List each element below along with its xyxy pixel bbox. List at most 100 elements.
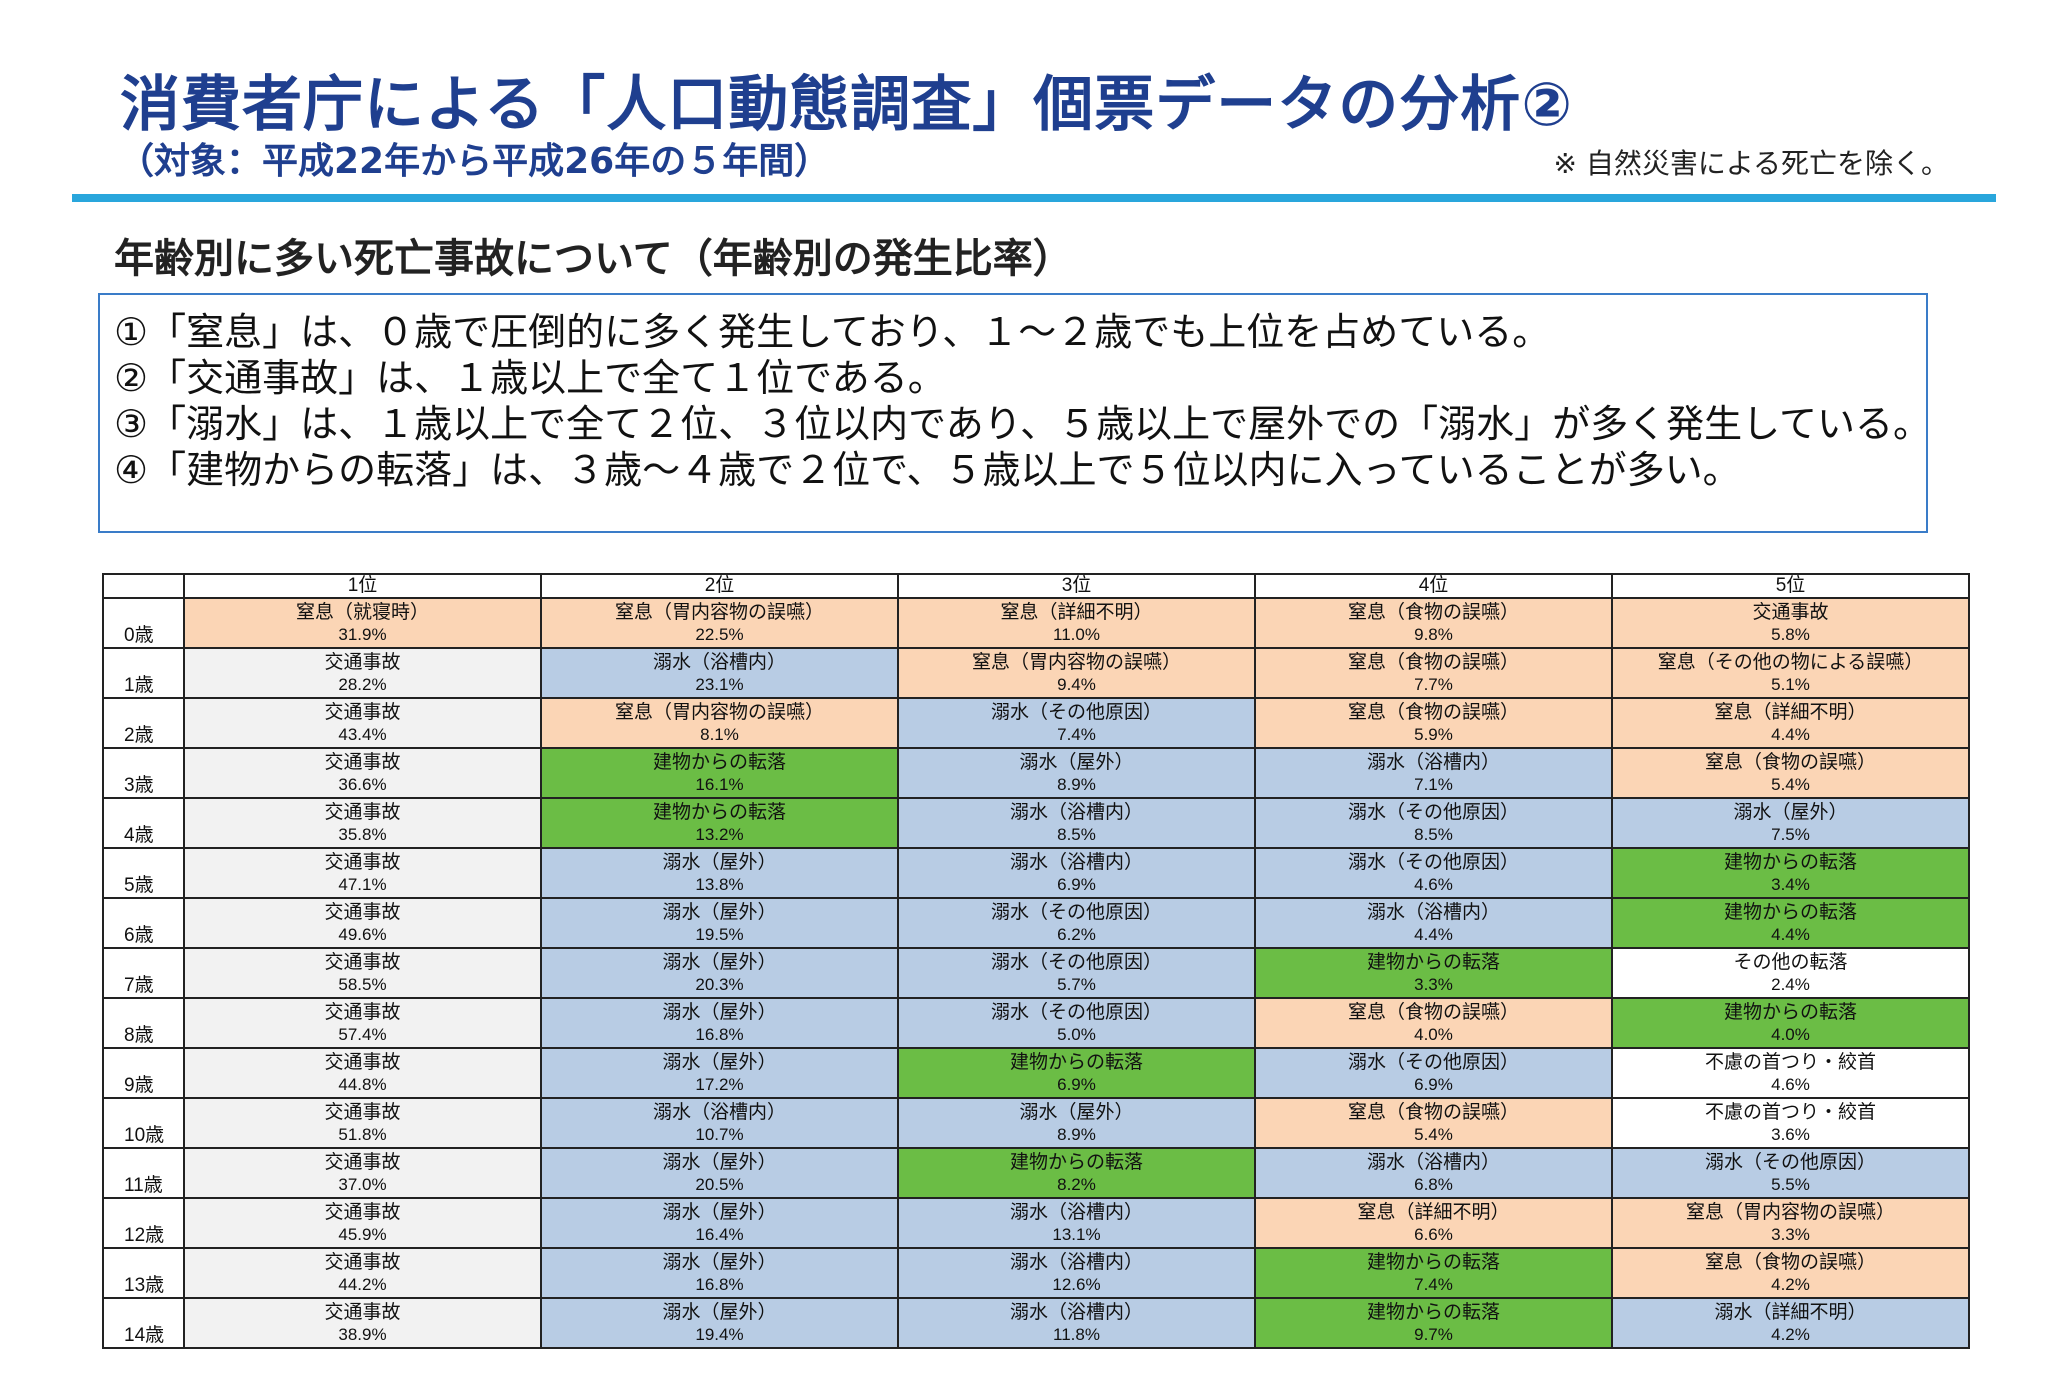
cause-percent: 6.8% — [1414, 1174, 1453, 1194]
cause-percent: 5.1% — [1771, 674, 1810, 694]
cause-percent: 5.7% — [1057, 974, 1096, 994]
cause-name: 窒息（食物の誤嚥） — [1704, 1251, 1876, 1273]
cause-percent: 4.4% — [1414, 924, 1453, 944]
cause-percent: 6.2% — [1057, 924, 1096, 944]
cause-percent: 3.3% — [1771, 1224, 1810, 1244]
rank-cell: 溺水（屋外） 19.5% — [540, 897, 899, 949]
table-row: 11歳 交通事故 37.0% 溺水（屋外） 20.5% 建物からの転落 8.2% 溺水（浴槽内… — [102, 1147, 1970, 1199]
table-row: 13歳 交通事故 44.2% 溺水（屋外） 16.8% 溺水（浴槽内） 12.6% 建物からの… — [102, 1247, 1970, 1299]
rank-cell: 溺水（浴槽内） 11.8% — [897, 1297, 1256, 1349]
cause-name: 交通事故 — [324, 951, 401, 973]
cause-percent: 8.1% — [700, 724, 739, 744]
cause-name: 交通事故 — [324, 1051, 401, 1073]
rank-cell: 溺水（浴槽内） 12.6% — [897, 1247, 1256, 1299]
rank-cell: 溺水（屋外） 16.8% — [540, 1247, 899, 1299]
age-label: 10歳 — [102, 1097, 185, 1149]
cause-name: 溺水（浴槽内） — [1366, 751, 1500, 773]
rank-cell: 交通事故 51.8% — [183, 1097, 542, 1149]
cause-name: 交通事故 — [324, 801, 401, 823]
rank-cell: 窒息（食物の誤嚥） 4.0% — [1254, 997, 1613, 1049]
rank-cell: 溺水（その他原因） 8.5% — [1254, 797, 1613, 849]
rank-cell: 窒息（その他の物による誤嚥） 5.1% — [1611, 647, 1970, 699]
cause-name: 交通事故 — [324, 751, 401, 773]
cause-name: 溺水（屋外） — [662, 851, 777, 873]
cause-name: 溺水（浴槽内） — [652, 1101, 786, 1123]
rank-cell: 建物からの転落 3.4% — [1611, 847, 1970, 899]
cause-name: 窒息（就寝時） — [295, 601, 429, 623]
cause-name: 窒息（詳細不明） — [1714, 701, 1867, 723]
rank-cell: 交通事故 49.6% — [183, 897, 542, 949]
rank-cell: 溺水（浴槽内） 8.5% — [897, 797, 1256, 849]
cause-percent: 43.4% — [338, 724, 387, 744]
rank-cell: 溺水（浴槽内） 13.1% — [897, 1197, 1256, 1249]
cause-name: 建物からの転落 — [1723, 1001, 1857, 1023]
cause-percent: 5.0% — [1057, 1024, 1096, 1044]
cause-percent: 3.6% — [1771, 1124, 1810, 1144]
cause-percent: 9.8% — [1414, 624, 1453, 644]
age-label: 3歳 — [102, 747, 185, 799]
cause-name: 溺水（その他原因） — [1347, 1051, 1519, 1073]
cause-name: 窒息（食物の誤嚥） — [1347, 1001, 1519, 1023]
cause-name: 溺水（浴槽内） — [1009, 1201, 1143, 1223]
cause-percent: 20.3% — [695, 974, 744, 994]
exclusion-note: ※ 自然災害による死亡を除く。 — [1553, 147, 1949, 180]
age-label: 6歳 — [102, 897, 185, 949]
cause-percent: 4.6% — [1414, 874, 1453, 894]
cause-name: 交通事故 — [324, 651, 401, 673]
column-header: 1位 — [183, 573, 542, 599]
cause-percent: 4.2% — [1771, 1274, 1810, 1294]
cause-name: 溺水（その他原因） — [990, 901, 1162, 923]
cause-name: 溺水（浴槽内） — [652, 651, 786, 673]
rank-cell: 交通事故 36.6% — [183, 747, 542, 799]
cause-name: 窒息（胃内容物の誤嚥） — [614, 601, 824, 623]
cause-percent: 7.5% — [1771, 824, 1810, 844]
cause-percent: 36.6% — [338, 774, 387, 794]
cause-percent: 3.4% — [1771, 874, 1810, 894]
cause-percent: 22.5% — [695, 624, 744, 644]
rank-cell: 窒息（詳細不明） 4.4% — [1611, 697, 1970, 749]
cause-percent: 16.8% — [695, 1024, 744, 1044]
cause-name: 溺水（屋外） — [662, 1301, 777, 1323]
cause-percent: 3.3% — [1414, 974, 1453, 994]
cause-percent: 28.2% — [338, 674, 387, 694]
rank-cell: 溺水（屋外） 16.4% — [540, 1197, 899, 1249]
cause-percent: 8.9% — [1057, 1124, 1096, 1144]
cause-percent: 16.1% — [695, 774, 744, 794]
rank-cell: 窒息（胃内容物の誤嚥） 8.1% — [540, 697, 899, 749]
cause-name: 窒息（詳細不明） — [1000, 601, 1153, 623]
cause-percent: 4.0% — [1414, 1024, 1453, 1044]
rank-cell: 溺水（屋外） 7.5% — [1611, 797, 1970, 849]
cause-percent: 5.4% — [1771, 774, 1810, 794]
rank-cell: 不慮の首つり・絞首 4.6% — [1611, 1047, 1970, 1099]
cause-name: 窒息（食物の誤嚥） — [1347, 601, 1519, 623]
age-label: 12歳 — [102, 1197, 185, 1249]
rank-cell: 交通事故 57.4% — [183, 997, 542, 1049]
rank-cell: 建物からの転落 13.2% — [540, 797, 899, 849]
cause-name: 溺水（その他原因） — [990, 951, 1162, 973]
cause-percent: 11.8% — [1053, 1324, 1100, 1344]
rank-cell: 交通事故 5.8% — [1611, 597, 1970, 649]
cause-percent: 9.4% — [1057, 674, 1096, 694]
rank-cell: 溺水（浴槽内） 6.9% — [897, 847, 1256, 899]
cause-name: 溺水（浴槽内） — [1366, 1151, 1500, 1173]
cause-percent: 16.4% — [695, 1224, 744, 1244]
table-row: 12歳 交通事故 45.9% 溺水（屋外） 16.4% 溺水（浴槽内） 13.1% 窒息（詳細… — [102, 1197, 1970, 1249]
cause-percent: 2.4% — [1771, 974, 1810, 994]
cause-name: 建物からの転落 — [1009, 1151, 1143, 1173]
cause-percent: 13.2% — [695, 824, 744, 844]
cause-percent: 6.9% — [1414, 1074, 1453, 1094]
rank-cell: 建物からの転落 3.3% — [1254, 947, 1613, 999]
column-header: 4位 — [1254, 573, 1613, 599]
cause-percent: 8.9% — [1057, 774, 1096, 794]
cause-percent: 8.5% — [1414, 824, 1453, 844]
cause-percent: 5.4% — [1414, 1124, 1453, 1144]
rank-cell: 溺水（その他原因） 5.7% — [897, 947, 1256, 999]
cause-name: 溺水（浴槽内） — [1366, 901, 1500, 923]
cause-name: 建物からの転落 — [1366, 1251, 1500, 1273]
age-label: 14歳 — [102, 1297, 185, 1349]
table-row: 14歳 交通事故 38.9% 溺水（屋外） 19.4% 溺水（浴槽内） 11.8% 建物からの… — [102, 1297, 1970, 1349]
cause-name: 溺水（屋外） — [662, 1251, 777, 1273]
cause-name: 建物からの転落 — [1366, 1301, 1500, 1323]
table-row: 0歳 窒息（就寝時） 31.9% 窒息（胃内容物の誤嚥） 22.5% 窒息（詳細不明） 11… — [102, 597, 1970, 649]
rank-cell: 交通事故 45.9% — [183, 1197, 542, 1249]
